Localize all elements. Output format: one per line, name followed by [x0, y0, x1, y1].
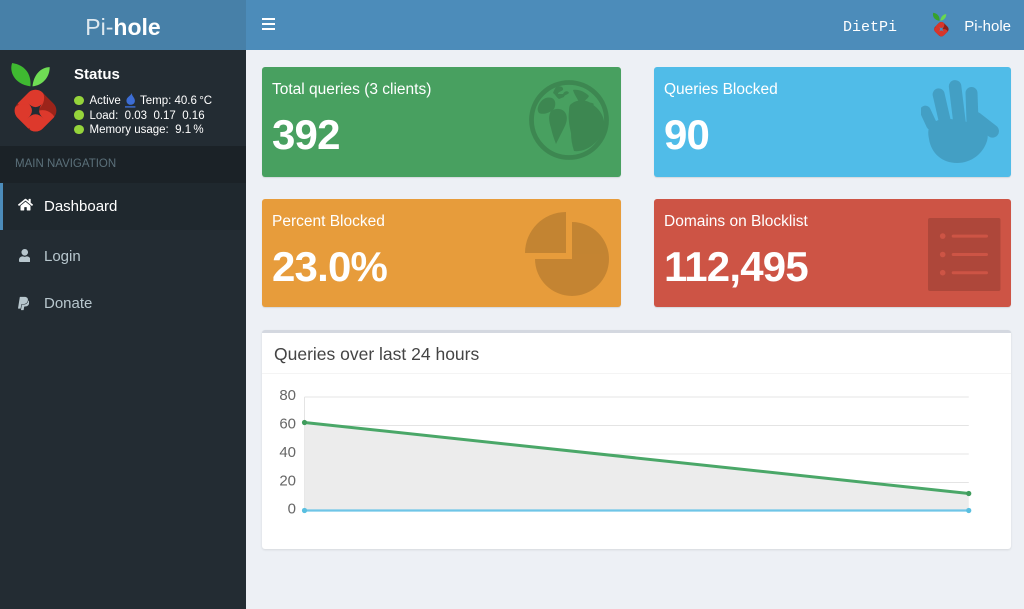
svg-text:40: 40 — [279, 444, 296, 461]
svg-text:60: 60 — [279, 416, 296, 433]
svg-text:0: 0 — [288, 501, 296, 518]
svg-text:20: 20 — [279, 473, 296, 490]
svg-text:80: 80 — [279, 387, 296, 404]
